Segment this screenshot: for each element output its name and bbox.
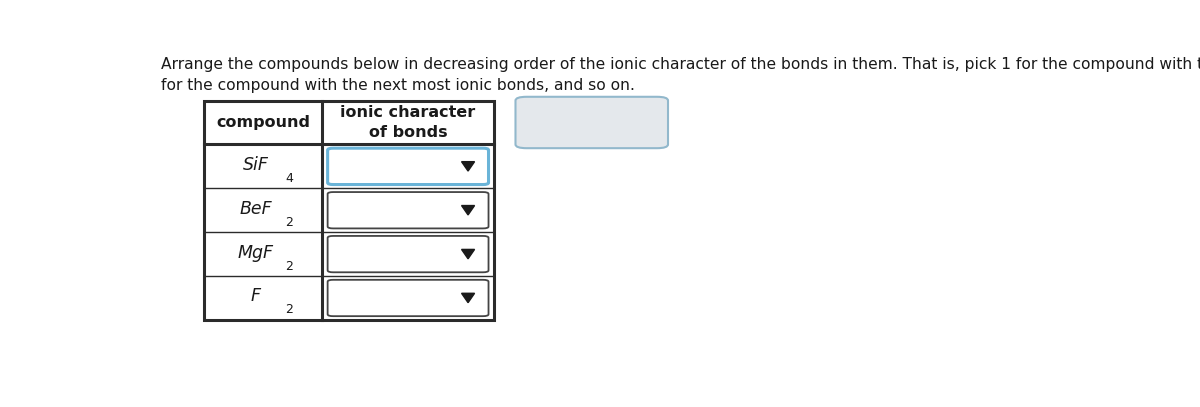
Text: 2: 2 <box>286 260 293 273</box>
FancyBboxPatch shape <box>328 236 488 272</box>
FancyBboxPatch shape <box>516 97 668 148</box>
Text: (Choose one): (Choose one) <box>342 159 440 174</box>
Text: ionic character
of bonds: ionic character of bonds <box>341 105 475 140</box>
Bar <box>204 101 494 320</box>
Text: compound: compound <box>216 115 310 130</box>
Polygon shape <box>462 249 474 259</box>
Text: (Choose one): (Choose one) <box>342 247 440 262</box>
Text: Arrange the compounds below in decreasing order of the ionic character of the bo: Arrange the compounds below in decreasin… <box>161 57 1200 93</box>
Text: ×: × <box>552 110 572 134</box>
Text: 4: 4 <box>286 172 293 185</box>
Text: (Choose one): (Choose one) <box>342 203 440 218</box>
Text: (Choose one): (Choose one) <box>342 291 440 306</box>
Text: 2: 2 <box>286 216 293 229</box>
Text: ↺: ↺ <box>612 110 631 134</box>
Text: SiF: SiF <box>242 156 269 174</box>
Polygon shape <box>462 206 474 215</box>
Polygon shape <box>462 162 474 171</box>
Text: F: F <box>251 287 260 305</box>
Text: 2: 2 <box>286 303 293 316</box>
FancyBboxPatch shape <box>328 192 488 228</box>
Polygon shape <box>462 293 474 303</box>
FancyBboxPatch shape <box>328 280 488 316</box>
FancyBboxPatch shape <box>328 148 488 184</box>
Text: MgF: MgF <box>238 243 274 262</box>
Text: BeF: BeF <box>239 200 272 218</box>
